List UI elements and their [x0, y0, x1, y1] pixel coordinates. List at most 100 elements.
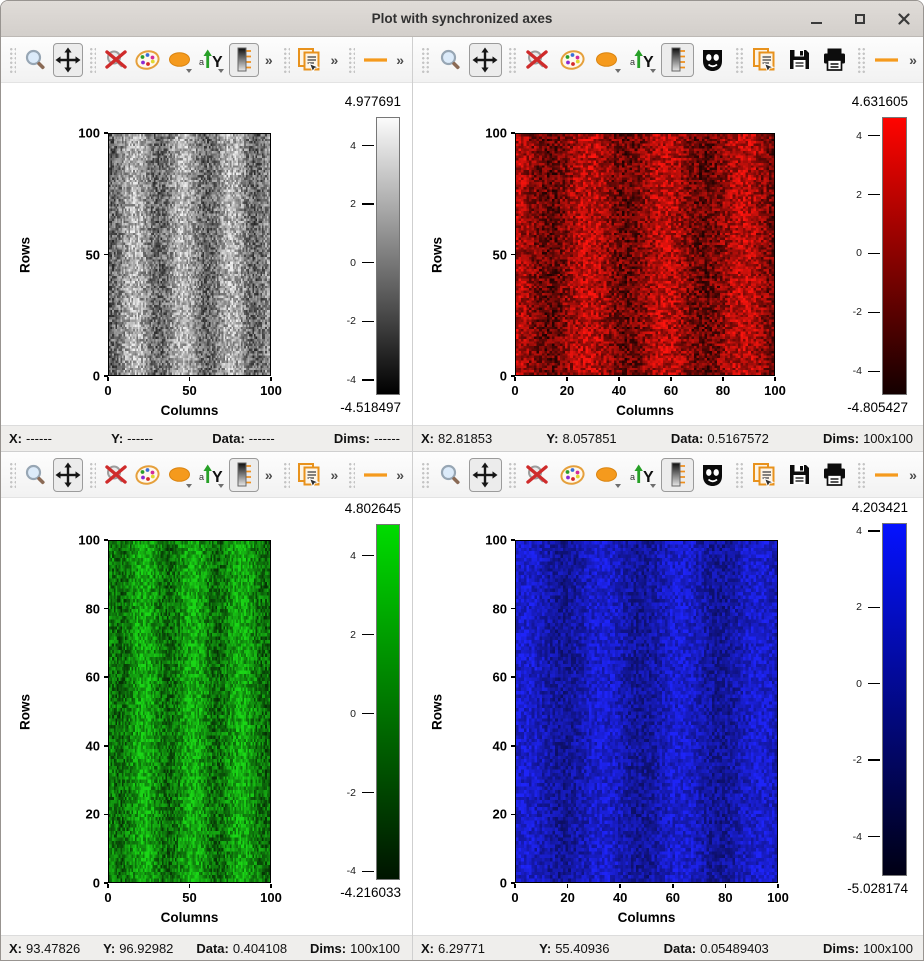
toolbar-colorbar-button[interactable] — [661, 457, 695, 492]
toolbar-ellipse-button[interactable] — [591, 458, 624, 492]
x-tick-mark — [670, 377, 672, 381]
toolbar-print-button[interactable] — [818, 458, 851, 492]
colorbar-gradient[interactable] — [376, 524, 400, 880]
toolbar-overflow-button[interactable]: » — [904, 467, 922, 483]
toolbar-overflow-button[interactable]: » — [391, 52, 409, 68]
toolbar-reset-zoom-button[interactable] — [101, 43, 131, 77]
ellipse-icon — [167, 465, 193, 485]
toolbar-copy-button[interactable] — [295, 43, 325, 77]
minimize-button[interactable] — [807, 10, 825, 28]
x-tick-mark — [618, 377, 620, 381]
toolbar-overflow-button[interactable]: » — [260, 467, 278, 483]
toolbar-grip-handle[interactable] — [347, 460, 356, 489]
toolbar-mask-button[interactable] — [696, 43, 729, 77]
x-tick-label: 0 — [511, 383, 519, 398]
mask-icon — [699, 47, 726, 73]
toolbar-zoom-button[interactable] — [21, 43, 51, 77]
toolbar-zoom-button[interactable] — [434, 43, 467, 77]
toolbar-print-button[interactable] — [818, 43, 851, 77]
plot-area[interactable]: 4.977691 -4.518497 Rows Columns 4 2 0 -2 -4 1… — [1, 83, 412, 425]
y-tick-label: 50 — [492, 247, 507, 262]
toolbar-reset-zoom-button[interactable] — [521, 458, 554, 492]
plot-area[interactable]: 4.802645 -4.216033 Rows Columns 4 2 0 -2 -4 1… — [1, 498, 412, 935]
toolbar-copy-button[interactable] — [748, 458, 781, 492]
toolbar-grip-handle[interactable] — [281, 45, 290, 74]
toolbar-overflow-button[interactable]: » — [326, 52, 344, 68]
toolbar-pan-button[interactable] — [52, 42, 83, 77]
colorbar-gradient[interactable] — [882, 117, 907, 395]
maximize-button[interactable] — [851, 10, 869, 28]
toolbar-overflow-button[interactable]: » — [904, 52, 922, 68]
toolbar-grip-handle[interactable] — [734, 45, 743, 74]
x-tick-label: 20 — [559, 383, 575, 398]
toolbar-profile-line-button[interactable] — [870, 458, 903, 492]
dropdown-caret-icon — [650, 483, 657, 488]
mask-icon — [699, 462, 726, 488]
heatmap-image-green[interactable] — [108, 540, 271, 883]
toolbar-pan-button[interactable] — [468, 457, 502, 492]
toolbar-grip-handle[interactable] — [420, 45, 429, 74]
y-tick-label: 0 — [499, 875, 507, 891]
toolbar-pan-button[interactable] — [52, 457, 83, 492]
toolbar-grip-handle[interactable] — [8, 45, 16, 74]
heatmap-image-blue[interactable] — [515, 540, 778, 883]
toolbar-reset-zoom-button[interactable] — [521, 43, 554, 77]
toolbar-overflow-button[interactable]: » — [260, 52, 278, 68]
toolbar-ellipse-button[interactable] — [165, 43, 195, 77]
colorbar-gradient[interactable] — [882, 523, 907, 876]
colorbar-tick-label: -2 — [852, 754, 862, 767]
toolbar-palette-button[interactable] — [133, 43, 163, 77]
plot-area[interactable]: 4.203421 -5.028174 Rows Columns 4 2 0 -2 -4 1… — [413, 498, 923, 935]
toolbar-grip-handle[interactable] — [347, 45, 356, 74]
toolbar-profile-line-button[interactable] — [360, 43, 390, 77]
toolbar-pan-button[interactable] — [468, 42, 502, 77]
toolbar-zoom-button[interactable] — [21, 458, 51, 492]
toolbar-copy-button[interactable] — [295, 458, 325, 492]
toolbar-colorbar-button[interactable] — [228, 42, 259, 77]
toolbar-profile-line-button[interactable] — [360, 458, 390, 492]
toolbar-palette-button[interactable] — [556, 43, 589, 77]
close-button[interactable] — [895, 10, 913, 28]
y-tick-label: 40 — [492, 738, 507, 754]
toolbar-zoom-button[interactable] — [434, 458, 467, 492]
toolbar-colorbar-button[interactable] — [228, 457, 259, 492]
toolbar-colorbar-button[interactable] — [661, 42, 695, 77]
toolbar-reset-zoom-button[interactable] — [101, 458, 131, 492]
toolbar-palette-button[interactable] — [133, 458, 163, 492]
toolbar-grip-handle[interactable] — [506, 460, 516, 489]
toolbar-mask-button[interactable] — [696, 458, 729, 492]
toolbar-overflow-button[interactable]: » — [391, 467, 409, 483]
plot-area[interactable]: 4.631605 -4.805427 Rows Columns 4 2 0 -2 -4 1… — [413, 83, 923, 425]
toolbar-save-button[interactable] — [783, 43, 816, 77]
colorbar-gradient[interactable] — [376, 117, 400, 395]
toolbar-grip-handle[interactable] — [856, 460, 866, 489]
toolbar-grip-handle[interactable] — [87, 460, 96, 489]
toolbar-ellipse-button[interactable] — [591, 43, 624, 77]
toolbar-save-button[interactable] — [783, 458, 816, 492]
heatmap-image-red[interactable] — [515, 133, 775, 376]
y-tick-mark — [104, 539, 108, 541]
toolbar-ellipse-button[interactable] — [165, 458, 195, 492]
colorbar-tick-label: 0 — [350, 256, 356, 269]
colorbar-tick-label: -4 — [852, 830, 862, 843]
toolbar-palette-button[interactable] — [556, 458, 589, 492]
toolbar-grip-handle[interactable] — [734, 460, 743, 489]
svg-text:Y: Y — [212, 54, 223, 71]
title-bar: Plot with synchronized axes — [1, 1, 923, 37]
toolbar-profile-line-button[interactable] — [870, 43, 903, 77]
toolbar-grip-handle[interactable] — [281, 460, 290, 489]
toolbar-grip-handle[interactable] — [8, 460, 16, 489]
toolbar-grip-handle[interactable] — [856, 45, 866, 74]
colorbar-tick-label: 0 — [856, 677, 862, 690]
heatmap-image-gray[interactable] — [108, 133, 271, 376]
toolbar-grip-handle[interactable] — [87, 45, 96, 74]
toolbar-copy-button[interactable] — [748, 43, 781, 77]
toolbar-overflow-button[interactable]: » — [326, 467, 344, 483]
y-tick-label: 0 — [92, 368, 100, 384]
toolbar-grip-handle[interactable] — [420, 460, 429, 489]
toolbar-grip-handle[interactable] — [506, 45, 516, 74]
